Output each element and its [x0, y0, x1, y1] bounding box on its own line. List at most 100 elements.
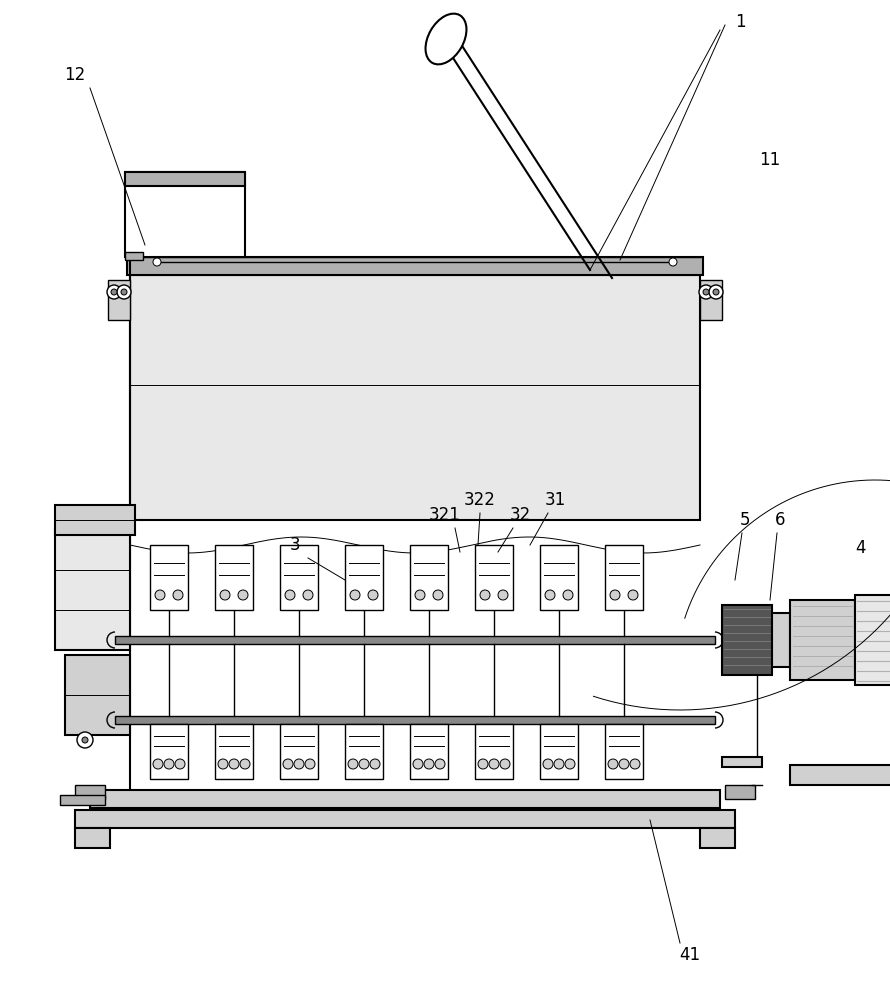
Circle shape — [433, 590, 443, 600]
Text: 321: 321 — [429, 506, 461, 524]
Text: 5: 5 — [740, 511, 750, 529]
Circle shape — [699, 285, 713, 299]
Text: 31: 31 — [545, 491, 566, 509]
Bar — [115, 716, 715, 724]
Text: 322: 322 — [464, 491, 496, 509]
Text: 3: 3 — [289, 536, 300, 554]
Bar — [60, 795, 105, 805]
Circle shape — [77, 732, 93, 748]
Circle shape — [285, 590, 295, 600]
Bar — [127, 257, 703, 275]
Bar — [125, 252, 143, 260]
Bar — [605, 545, 643, 610]
Bar — [410, 724, 448, 779]
Bar — [540, 724, 578, 779]
Bar — [125, 172, 245, 186]
Bar — [475, 545, 513, 610]
Bar — [90, 790, 720, 808]
Text: 11: 11 — [759, 151, 781, 169]
Circle shape — [117, 285, 131, 299]
Circle shape — [563, 590, 573, 600]
Bar — [700, 280, 722, 320]
Circle shape — [628, 590, 638, 600]
Bar — [790, 600, 855, 680]
Circle shape — [303, 590, 313, 600]
Bar — [410, 545, 448, 610]
Bar — [215, 545, 253, 610]
Bar — [345, 545, 383, 610]
Text: 12: 12 — [64, 66, 85, 84]
Bar — [700, 828, 735, 848]
Bar — [150, 724, 188, 779]
Bar — [65, 655, 130, 735]
Circle shape — [305, 759, 315, 769]
Circle shape — [480, 590, 490, 600]
Bar — [215, 724, 253, 779]
Circle shape — [630, 759, 640, 769]
Bar — [540, 545, 578, 610]
Circle shape — [283, 759, 293, 769]
Circle shape — [218, 759, 228, 769]
Circle shape — [359, 759, 369, 769]
Bar — [475, 724, 513, 779]
Bar — [722, 757, 762, 767]
Circle shape — [669, 258, 677, 266]
Circle shape — [543, 759, 553, 769]
Text: 32: 32 — [509, 506, 530, 524]
Bar — [130, 275, 700, 520]
Circle shape — [554, 759, 564, 769]
Bar — [855, 595, 890, 685]
Circle shape — [709, 285, 723, 299]
Bar — [345, 724, 383, 779]
Bar — [108, 280, 130, 320]
Circle shape — [82, 737, 88, 743]
Circle shape — [565, 759, 575, 769]
Circle shape — [489, 759, 499, 769]
Bar — [772, 613, 790, 667]
Bar — [280, 545, 318, 610]
Bar — [75, 785, 105, 799]
Circle shape — [415, 590, 425, 600]
Circle shape — [608, 759, 618, 769]
Circle shape — [153, 258, 161, 266]
Text: 6: 6 — [775, 511, 785, 529]
Text: 1: 1 — [734, 13, 745, 31]
Circle shape — [703, 289, 709, 295]
Circle shape — [350, 590, 360, 600]
Circle shape — [368, 590, 378, 600]
Circle shape — [619, 759, 629, 769]
Bar — [280, 724, 318, 779]
Text: 4: 4 — [854, 539, 865, 557]
Text: 41: 41 — [679, 946, 700, 964]
Bar — [55, 530, 130, 650]
Circle shape — [173, 590, 183, 600]
Bar — [150, 545, 188, 610]
Bar — [115, 636, 715, 644]
Bar — [722, 605, 772, 675]
Circle shape — [155, 590, 165, 600]
Circle shape — [500, 759, 510, 769]
Circle shape — [435, 759, 445, 769]
Circle shape — [370, 759, 380, 769]
Circle shape — [164, 759, 174, 769]
Circle shape — [413, 759, 423, 769]
Bar — [605, 724, 643, 779]
Circle shape — [348, 759, 358, 769]
Circle shape — [175, 759, 185, 769]
Circle shape — [111, 289, 117, 295]
Circle shape — [498, 590, 508, 600]
Circle shape — [610, 590, 620, 600]
Circle shape — [238, 590, 248, 600]
Circle shape — [713, 289, 719, 295]
Circle shape — [107, 285, 121, 299]
Circle shape — [294, 759, 304, 769]
Ellipse shape — [425, 14, 466, 64]
Circle shape — [220, 590, 230, 600]
Bar — [725, 785, 755, 799]
Circle shape — [424, 759, 434, 769]
Circle shape — [121, 289, 127, 295]
Circle shape — [153, 759, 163, 769]
Bar — [125, 172, 245, 257]
Circle shape — [545, 590, 555, 600]
Circle shape — [478, 759, 488, 769]
